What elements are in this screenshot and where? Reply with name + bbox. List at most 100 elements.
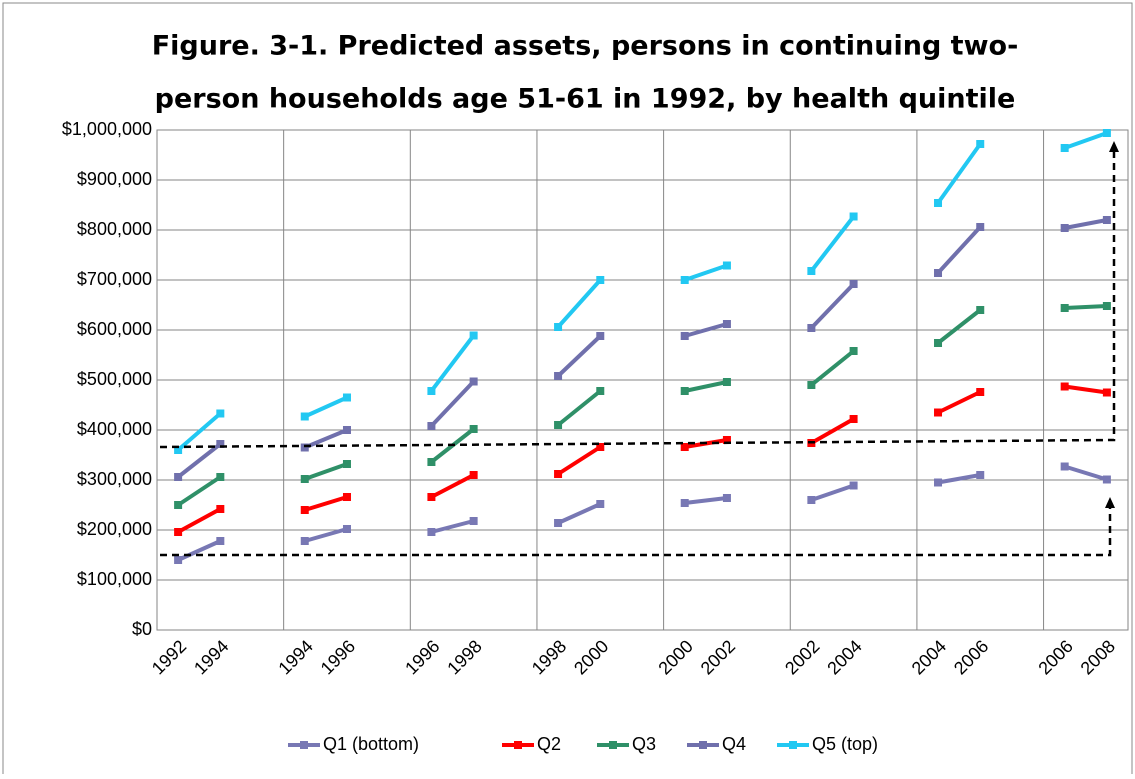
point — [596, 387, 605, 395]
point — [680, 499, 689, 507]
chart-subtitle: person households age 51-61 in 1992, by … — [155, 84, 1016, 115]
point — [1102, 388, 1111, 397]
point — [934, 339, 943, 347]
point — [216, 537, 225, 545]
point — [469, 331, 478, 340]
point — [680, 332, 689, 340]
point — [1060, 382, 1069, 391]
point — [934, 478, 943, 487]
point — [342, 426, 351, 434]
point — [1060, 144, 1069, 152]
legend-label: Q1 (bottom) — [323, 734, 419, 754]
point — [976, 306, 985, 314]
point — [596, 332, 605, 340]
y-tick-label: $600,000 — [77, 319, 152, 339]
legend-label: Q5 (top) — [812, 734, 878, 754]
point — [216, 409, 225, 418]
annotation-arrows — [159, 150, 1116, 557]
point — [469, 471, 478, 479]
y-tick-label: $800,000 — [77, 219, 152, 239]
point — [554, 519, 563, 527]
point — [427, 493, 436, 501]
point — [300, 412, 309, 421]
point — [1102, 216, 1111, 224]
point — [596, 443, 605, 451]
point — [1060, 462, 1069, 471]
point — [216, 473, 225, 481]
point — [976, 471, 985, 479]
point — [680, 387, 689, 395]
y-tick-label: $1,000,000 — [62, 119, 152, 139]
point — [722, 320, 731, 328]
point — [174, 556, 183, 564]
point — [722, 436, 731, 444]
point — [1102, 129, 1111, 137]
arrow-line — [160, 505, 1112, 557]
legend-marker — [699, 741, 707, 749]
point — [427, 387, 436, 395]
point — [976, 388, 985, 396]
legend-label: Q3 — [632, 734, 656, 754]
point — [469, 425, 478, 433]
point — [216, 440, 225, 448]
point — [849, 481, 858, 490]
y-tick-label: $400,000 — [77, 419, 152, 439]
point — [680, 276, 689, 284]
y-tick-label: $700,000 — [77, 269, 152, 289]
y-tick-label: $500,000 — [77, 369, 152, 389]
point — [174, 473, 183, 481]
point — [554, 372, 563, 380]
arrow-head — [1105, 497, 1115, 508]
y-tick-label: $0 — [132, 619, 152, 639]
y-tick-label: $900,000 — [77, 169, 152, 189]
arrow-head — [1109, 141, 1119, 152]
point — [934, 408, 943, 417]
point — [342, 393, 351, 402]
point — [722, 378, 731, 386]
point — [427, 528, 436, 536]
legend-marker — [514, 741, 522, 749]
point — [300, 506, 309, 514]
point — [807, 267, 816, 275]
point — [722, 261, 731, 270]
point — [300, 475, 309, 483]
point — [722, 494, 731, 502]
point — [1102, 302, 1111, 310]
point — [342, 460, 351, 468]
legend-label: Q2 — [537, 734, 561, 754]
point — [216, 505, 225, 513]
point — [680, 443, 689, 451]
point — [174, 501, 183, 509]
series-line — [176, 131, 1108, 452]
point — [849, 415, 858, 423]
y-tick-label: $200,000 — [77, 519, 152, 539]
point — [1102, 475, 1111, 484]
point — [342, 493, 351, 501]
y-tick-label: $100,000 — [77, 569, 152, 589]
point — [807, 496, 816, 504]
point — [300, 443, 309, 452]
point — [342, 525, 351, 533]
point — [596, 500, 605, 508]
point — [849, 347, 858, 355]
legend-label: Q4 — [722, 734, 746, 754]
point — [976, 140, 985, 148]
point — [427, 422, 436, 430]
point — [596, 276, 605, 284]
point — [469, 377, 478, 386]
point — [976, 223, 985, 231]
point — [174, 528, 183, 536]
plot-border — [156, 129, 1129, 631]
point — [807, 324, 816, 332]
point — [934, 199, 943, 207]
y-tick-label: $300,000 — [77, 469, 152, 489]
point — [1060, 224, 1069, 232]
chart-title: Figure. 3-1. Predicted assets, persons i… — [152, 31, 1019, 62]
series-line — [176, 218, 1108, 479]
point — [807, 381, 816, 389]
point — [849, 280, 858, 288]
point — [554, 323, 563, 331]
point — [300, 537, 309, 545]
